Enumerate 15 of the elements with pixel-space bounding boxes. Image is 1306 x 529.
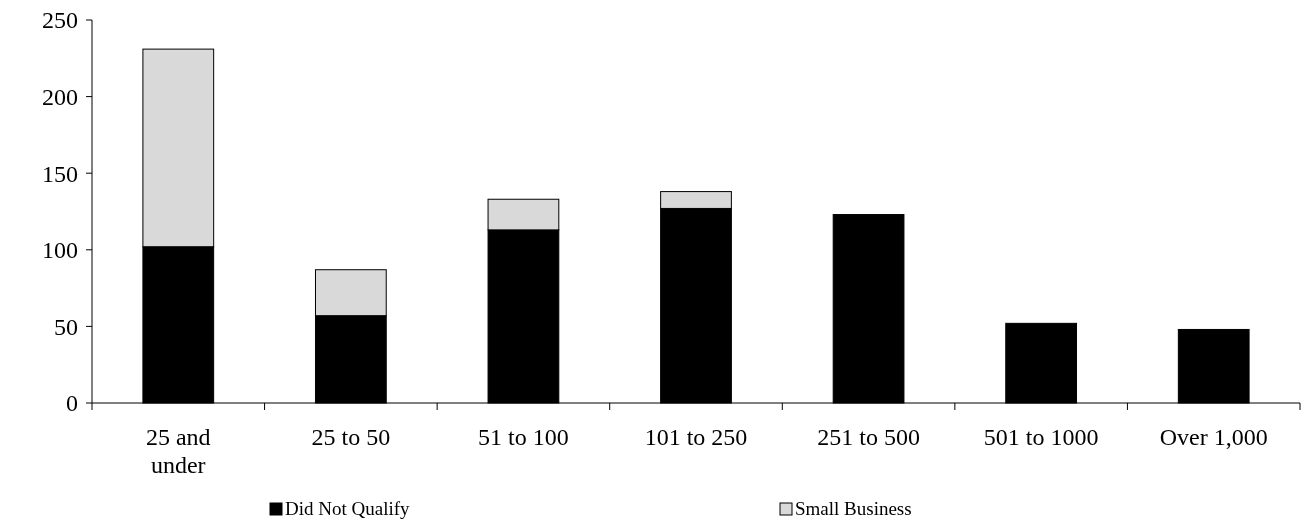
- x-tick-label: 251 to 500: [817, 424, 920, 450]
- x-tick-label: 25 and under: [145, 424, 211, 478]
- y-tick-label: 0: [66, 390, 78, 417]
- y-tick-label: 100: [42, 237, 78, 264]
- y-tick-label: 200: [42, 84, 78, 110]
- x-tick-label: 101 to 250: [644, 424, 748, 450]
- y-tick-label: 150: [42, 160, 78, 187]
- x-tick-label: Over 1,000: [1159, 424, 1268, 450]
- x-tick-label: 501 to 1000: [983, 424, 1099, 450]
- legend-label: Small Business: [795, 498, 912, 519]
- x-tick-label: 25 to 50: [311, 424, 391, 450]
- y-tick-label: 50: [54, 313, 78, 340]
- y-tick-label: 250: [42, 7, 78, 34]
- x-tick-label: 51 to 100: [478, 424, 569, 450]
- legend-label: Did Not Qualify: [285, 498, 411, 519]
